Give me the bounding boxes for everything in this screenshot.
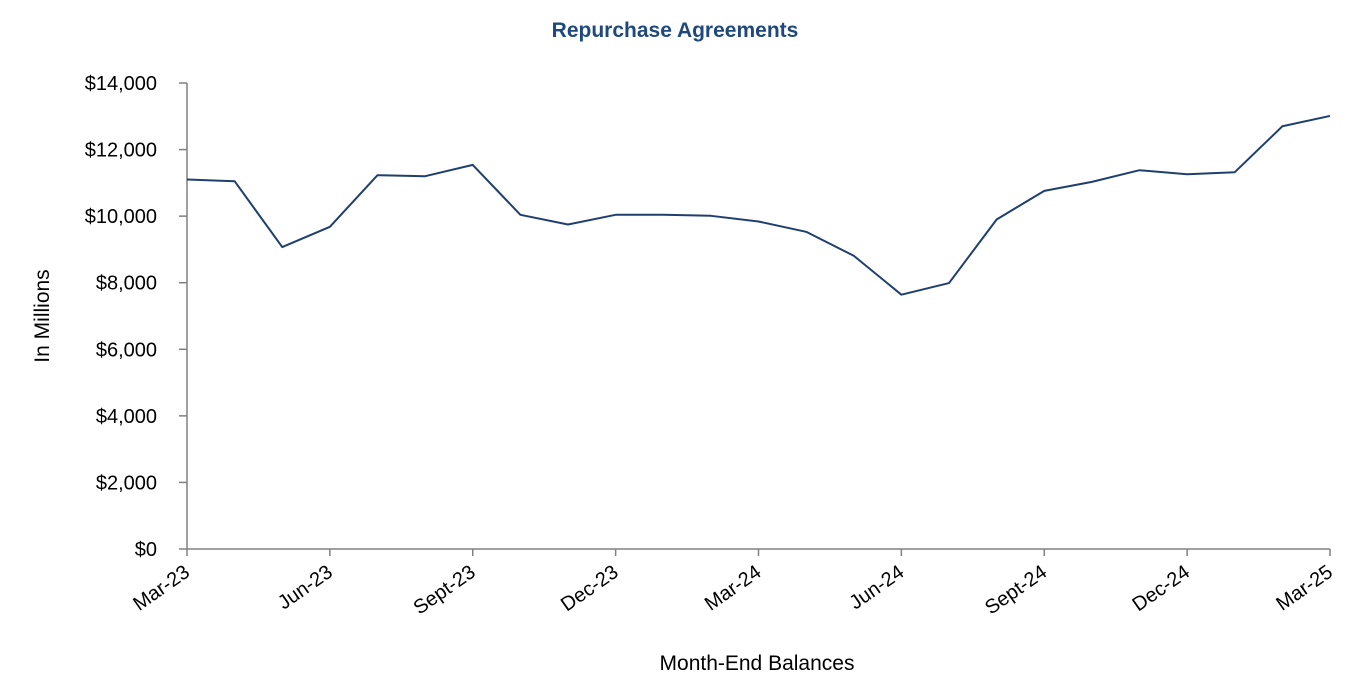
x-tick-label: Dec-24 bbox=[1129, 561, 1194, 616]
y-tick-label: $14,000 bbox=[85, 73, 157, 95]
y-tick-label: $8,000 bbox=[96, 273, 157, 295]
data-point bbox=[661, 213, 665, 217]
x-axis-ticks: Mar-23 Jun-23 Sept-23 Dec-23 Mar-24 Jun-24 Sep… bbox=[129, 549, 1337, 619]
data-point bbox=[804, 230, 808, 234]
x-tick-label: Sept-23 bbox=[410, 561, 480, 619]
data-point bbox=[376, 173, 380, 177]
x-axis-label: Month-End Balances bbox=[660, 652, 855, 675]
data-point bbox=[280, 245, 284, 249]
data-point bbox=[423, 174, 427, 178]
y-tick-label: $12,000 bbox=[85, 140, 157, 162]
x-tick-label: Dec-23 bbox=[557, 561, 622, 616]
data-point bbox=[1280, 124, 1284, 128]
chart-title: Repurchase Agreements bbox=[552, 19, 799, 42]
x-tick-label: Mar-24 bbox=[701, 561, 766, 615]
y-tick-label: $0 bbox=[135, 539, 157, 561]
data-point bbox=[1328, 114, 1332, 118]
y-axis-label: In Millions bbox=[31, 269, 54, 362]
data-point bbox=[233, 179, 237, 183]
data-point bbox=[852, 254, 856, 258]
data-point bbox=[709, 214, 713, 218]
x-tick-label: Sept-24 bbox=[981, 561, 1051, 619]
y-tick-label: $10,000 bbox=[85, 206, 157, 228]
y-tick-label: $2,000 bbox=[96, 472, 157, 494]
data-point bbox=[947, 281, 951, 285]
y-axis-ticks: $0 $2,000 $4,000 $6,000 $8,000 $10,000 $12,000… bbox=[85, 73, 187, 561]
data-point bbox=[518, 213, 522, 217]
y-tick-label: $4,000 bbox=[96, 406, 157, 428]
data-point bbox=[471, 163, 475, 167]
data-point bbox=[1185, 172, 1189, 176]
x-tick-label: Mar-25 bbox=[1272, 561, 1337, 615]
data-point bbox=[1090, 180, 1094, 184]
data-point bbox=[757, 219, 761, 223]
data-point bbox=[899, 293, 903, 297]
data-point bbox=[1042, 189, 1046, 193]
data-points bbox=[185, 114, 1332, 297]
data-point bbox=[185, 178, 189, 182]
data-point bbox=[1138, 168, 1142, 172]
x-tick-label: Jun-23 bbox=[274, 561, 337, 614]
x-tick-label: Jun-24 bbox=[846, 561, 909, 614]
data-point bbox=[1233, 170, 1237, 174]
y-tick-label: $6,000 bbox=[96, 339, 157, 361]
data-point bbox=[328, 225, 332, 229]
data-point bbox=[614, 213, 618, 217]
series-line bbox=[186, 114, 1331, 296]
data-point bbox=[566, 222, 570, 226]
data-point bbox=[995, 217, 999, 221]
x-tick-label: Mar-23 bbox=[129, 561, 194, 615]
